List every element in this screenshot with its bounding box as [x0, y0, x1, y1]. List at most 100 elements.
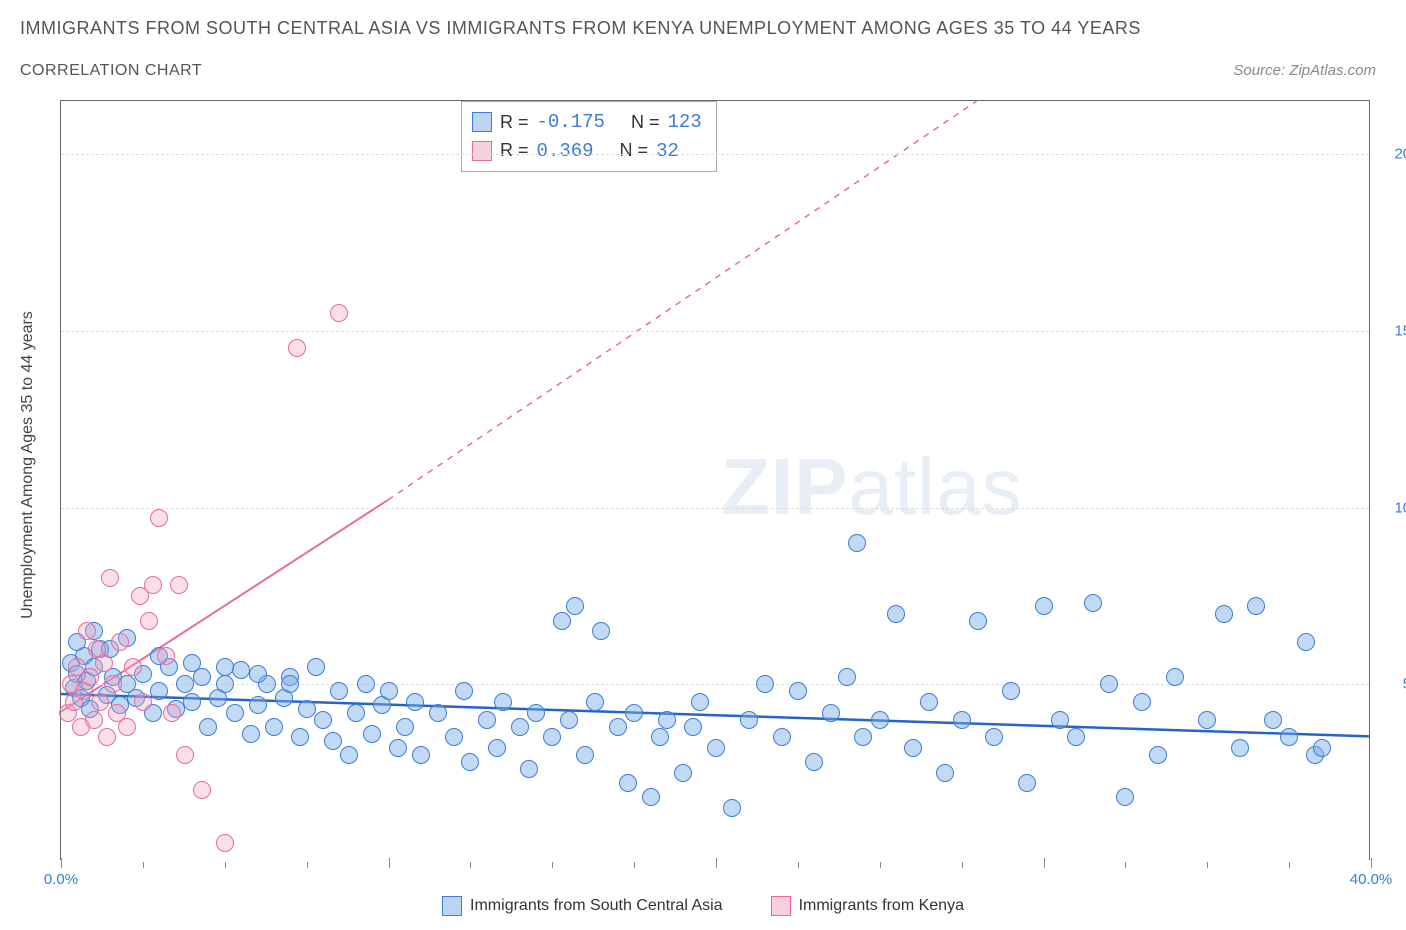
scatter-point: [592, 622, 610, 640]
y-tick-label: 10.0%: [1394, 499, 1406, 516]
x-tick: [225, 862, 226, 868]
scatter-point: [232, 661, 250, 679]
scatter-point: [740, 711, 758, 729]
scatter-point: [193, 781, 211, 799]
scatter-point: [904, 739, 922, 757]
x-tick: [634, 862, 635, 868]
x-tick: [1044, 858, 1045, 868]
scatter-point: [226, 704, 244, 722]
scatter-point: [848, 534, 866, 552]
scatter-point: [216, 658, 234, 676]
scatter-point: [118, 718, 136, 736]
scatter-point: [330, 304, 348, 322]
scatter-point: [288, 339, 306, 357]
x-tick: [143, 862, 144, 868]
scatter-point: [101, 569, 119, 587]
legend-label: Immigrants from Kenya: [799, 897, 964, 915]
x-tick: [1371, 858, 1372, 868]
scatter-point: [412, 746, 430, 764]
scatter-point: [707, 739, 725, 757]
legend-swatch: [472, 141, 492, 161]
scatter-point: [658, 711, 676, 729]
stat-r-value: 0.369: [537, 137, 594, 166]
scatter-point: [566, 597, 584, 615]
legend-swatch: [771, 896, 791, 916]
x-tick-label: 0.0%: [44, 871, 78, 888]
scatter-point: [176, 675, 194, 693]
stat-r-label: R =: [500, 109, 529, 136]
scatter-point: [1231, 739, 1249, 757]
scatter-point: [124, 658, 142, 676]
scatter-point: [1100, 675, 1118, 693]
x-tick: [552, 862, 553, 868]
scatter-point: [586, 693, 604, 711]
scatter-point: [756, 675, 774, 693]
scatter-point: [1002, 682, 1020, 700]
scatter-point: [429, 704, 447, 722]
legend-item: Immigrants from Kenya: [771, 896, 964, 916]
scatter-point: [1166, 668, 1184, 686]
source-value: ZipAtlas.com: [1289, 62, 1376, 79]
scatter-point: [396, 718, 414, 736]
scatter-point: [81, 668, 99, 686]
stats-row: R = 0.369 N = 32: [472, 137, 702, 166]
stat-n-value: 123: [667, 108, 701, 137]
scatter-point: [1247, 597, 1265, 615]
x-tick: [1125, 862, 1126, 868]
scatter-point: [773, 728, 791, 746]
gridline: [61, 331, 1369, 332]
legend-swatch: [442, 896, 462, 916]
scatter-point: [406, 693, 424, 711]
scatter-point: [111, 633, 129, 651]
scatter-point: [553, 612, 571, 630]
scatter-point: [357, 675, 375, 693]
stat-r-label: R =: [500, 137, 529, 164]
scatter-point: [789, 682, 807, 700]
scatter-point: [144, 576, 162, 594]
scatter-point: [150, 682, 168, 700]
scatter-point: [642, 788, 660, 806]
scatter-point: [324, 732, 342, 750]
scatter-point: [265, 718, 283, 736]
x-tick: [716, 858, 717, 868]
x-tick-label: 40.0%: [1350, 871, 1393, 888]
x-tick: [470, 862, 471, 868]
scatter-point: [389, 739, 407, 757]
scatter-point: [674, 764, 692, 782]
x-tick: [1289, 862, 1290, 868]
scatter-point: [1018, 774, 1036, 792]
scatter-point: [1313, 739, 1331, 757]
scatter-point: [445, 728, 463, 746]
scatter-point: [822, 704, 840, 722]
stat-n-value: 32: [656, 137, 679, 166]
scatter-point: [1067, 728, 1085, 746]
stat-n-label: N =: [631, 109, 660, 136]
scatter-point: [1297, 633, 1315, 651]
scatter-point: [461, 753, 479, 771]
chart-title: IMMIGRANTS FROM SOUTH CENTRAL ASIA VS IM…: [20, 18, 1141, 39]
scatter-point: [363, 725, 381, 743]
scatter-point: [478, 711, 496, 729]
scatter-point: [307, 658, 325, 676]
scatter-point: [314, 711, 332, 729]
scatter-point: [723, 799, 741, 817]
scatter-point: [953, 711, 971, 729]
scatter-point: [1215, 605, 1233, 623]
legend-item: Immigrants from South Central Asia: [442, 896, 723, 916]
scatter-point: [216, 834, 234, 852]
x-tick: [798, 862, 799, 868]
y-tick-label: 15.0%: [1394, 322, 1406, 339]
scatter-point: [1051, 711, 1069, 729]
y-axis-label: Unemployment Among Ages 35 to 44 years: [19, 311, 37, 619]
scatter-point: [527, 704, 545, 722]
scatter-point: [619, 774, 637, 792]
stat-r-value: -0.175: [537, 108, 605, 137]
scatter-point: [95, 654, 113, 672]
scatter-point: [1198, 711, 1216, 729]
scatter-point: [183, 693, 201, 711]
scatter-point: [157, 647, 175, 665]
scatter-point: [691, 693, 709, 711]
scatter-point: [854, 728, 872, 746]
scatter-point: [1116, 788, 1134, 806]
scatter-point: [91, 693, 109, 711]
